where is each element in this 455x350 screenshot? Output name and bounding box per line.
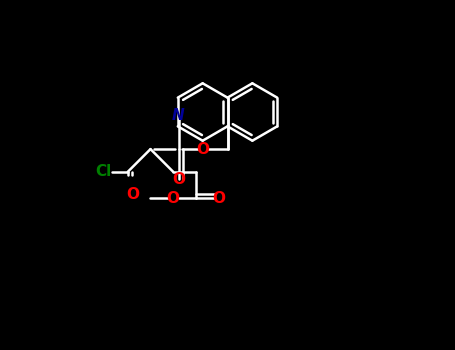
Text: N: N — [172, 108, 185, 123]
Text: O: O — [197, 142, 209, 156]
Text: O: O — [212, 191, 225, 205]
Text: Cl: Cl — [95, 164, 111, 179]
Text: O: O — [167, 191, 180, 205]
Text: O: O — [126, 187, 140, 202]
Text: O: O — [172, 172, 185, 187]
